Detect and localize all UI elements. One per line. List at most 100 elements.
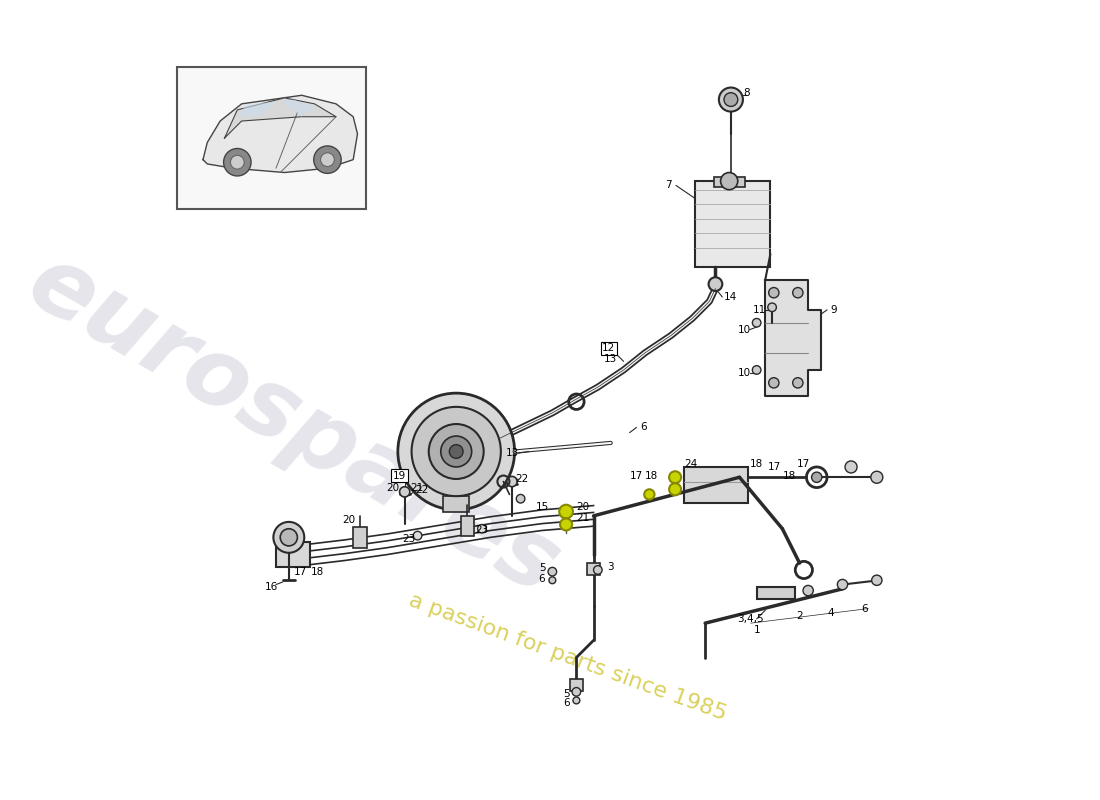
Text: 18: 18: [750, 458, 763, 469]
Text: 18: 18: [310, 566, 323, 577]
Text: 23: 23: [475, 526, 488, 535]
Text: 9: 9: [830, 305, 837, 315]
Circle shape: [724, 93, 738, 106]
Circle shape: [594, 566, 602, 574]
Circle shape: [752, 318, 761, 327]
Bar: [276, 542, 310, 567]
Text: 13: 13: [505, 448, 518, 458]
Text: 2: 2: [796, 611, 803, 622]
Text: 16: 16: [265, 582, 278, 592]
Text: 20: 20: [342, 515, 355, 525]
Circle shape: [768, 303, 777, 311]
Circle shape: [441, 436, 472, 467]
Circle shape: [793, 378, 803, 388]
Text: 13: 13: [604, 354, 617, 364]
Text: 17: 17: [294, 566, 307, 577]
Circle shape: [429, 424, 484, 479]
Bar: [586, 563, 601, 575]
Circle shape: [645, 490, 654, 499]
Circle shape: [837, 579, 848, 590]
Text: 14: 14: [724, 292, 737, 302]
Text: 10: 10: [738, 325, 751, 334]
Text: 17: 17: [768, 462, 781, 472]
Bar: [443, 496, 469, 511]
Bar: [695, 181, 770, 267]
Circle shape: [560, 518, 572, 530]
Text: 5: 5: [563, 689, 570, 698]
Text: 22: 22: [415, 485, 429, 495]
Text: 12: 12: [602, 343, 615, 354]
Circle shape: [871, 471, 883, 483]
Text: 10: 10: [738, 367, 751, 378]
Circle shape: [549, 577, 556, 584]
Circle shape: [399, 486, 410, 497]
Text: 23: 23: [403, 534, 416, 544]
Bar: [570, 679, 583, 691]
Circle shape: [548, 567, 557, 576]
Circle shape: [769, 287, 779, 298]
Polygon shape: [280, 99, 315, 117]
Circle shape: [507, 476, 517, 486]
Circle shape: [871, 575, 882, 586]
Circle shape: [793, 287, 803, 298]
Bar: [684, 467, 748, 503]
Text: eurospares: eurospares: [11, 237, 575, 615]
Circle shape: [559, 505, 573, 518]
Circle shape: [708, 278, 723, 291]
Polygon shape: [224, 98, 336, 138]
Circle shape: [669, 471, 681, 483]
Circle shape: [320, 153, 334, 166]
Circle shape: [398, 393, 515, 510]
Text: 17: 17: [798, 459, 811, 470]
Text: 1: 1: [754, 625, 760, 635]
Polygon shape: [204, 95, 358, 173]
Text: 4: 4: [827, 608, 834, 618]
Bar: [714, 177, 745, 187]
Text: 21: 21: [576, 514, 590, 523]
Circle shape: [280, 529, 297, 546]
Circle shape: [572, 687, 581, 696]
Text: 18: 18: [645, 470, 658, 481]
Text: 24: 24: [684, 458, 697, 469]
Circle shape: [719, 87, 742, 111]
Circle shape: [812, 472, 822, 482]
Text: 17: 17: [630, 470, 644, 481]
Polygon shape: [238, 102, 276, 117]
Circle shape: [314, 146, 341, 174]
Text: 6: 6: [861, 605, 868, 614]
Text: 6: 6: [563, 698, 570, 708]
Circle shape: [769, 378, 779, 388]
Text: a passion for parts since 1985: a passion for parts since 1985: [406, 590, 729, 725]
Circle shape: [223, 149, 251, 176]
Text: 22: 22: [516, 474, 529, 484]
Circle shape: [516, 494, 525, 503]
Text: 19: 19: [393, 470, 406, 481]
Text: 15: 15: [536, 502, 549, 512]
Circle shape: [231, 155, 244, 169]
Circle shape: [845, 461, 857, 473]
Circle shape: [669, 483, 681, 495]
Text: 6: 6: [539, 574, 546, 583]
Bar: [461, 516, 474, 537]
Circle shape: [477, 525, 486, 533]
Circle shape: [449, 445, 463, 458]
Bar: [177, 67, 366, 209]
Text: 7: 7: [664, 181, 671, 190]
Text: 20: 20: [386, 483, 399, 494]
Text: 8: 8: [742, 88, 750, 98]
Circle shape: [752, 366, 761, 374]
Text: 20: 20: [576, 502, 590, 512]
Text: 21: 21: [410, 483, 424, 494]
Circle shape: [803, 586, 813, 596]
Circle shape: [573, 697, 580, 704]
Polygon shape: [766, 280, 821, 396]
Circle shape: [411, 407, 500, 496]
Text: 6: 6: [640, 422, 647, 433]
Text: 3,4,5: 3,4,5: [737, 614, 763, 624]
Text: 18: 18: [782, 470, 796, 481]
Text: 3: 3: [607, 562, 614, 571]
Text: 5: 5: [539, 563, 546, 574]
Circle shape: [274, 522, 305, 553]
Circle shape: [414, 531, 422, 540]
Bar: [757, 587, 795, 599]
